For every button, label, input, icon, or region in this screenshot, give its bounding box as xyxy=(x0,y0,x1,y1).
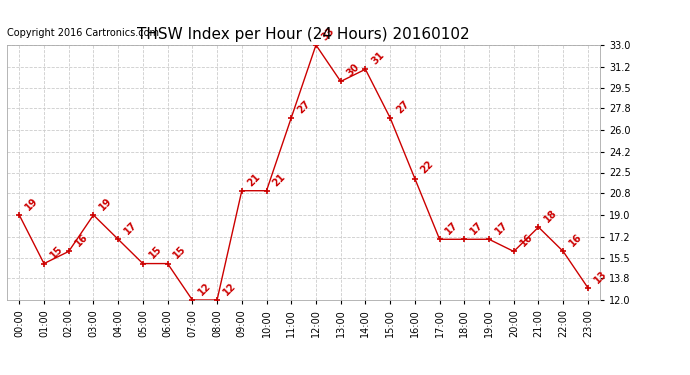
Text: 33: 33 xyxy=(320,26,337,42)
Text: 16: 16 xyxy=(567,232,584,249)
Text: THSW  (°F): THSW (°F) xyxy=(613,24,676,33)
Text: 19: 19 xyxy=(23,196,40,212)
Text: 18: 18 xyxy=(542,208,560,224)
Title: THSW Index per Hour (24 Hours) 20160102: THSW Index per Hour (24 Hours) 20160102 xyxy=(137,27,470,42)
Text: 17: 17 xyxy=(493,220,510,237)
Text: 21: 21 xyxy=(246,171,263,188)
Text: 21: 21 xyxy=(270,171,287,188)
Text: 15: 15 xyxy=(147,244,164,261)
Text: 27: 27 xyxy=(394,99,411,115)
Text: 17: 17 xyxy=(444,220,460,237)
Text: 22: 22 xyxy=(419,159,435,176)
Text: 12: 12 xyxy=(221,280,238,297)
Text: 12: 12 xyxy=(197,280,213,297)
Text: 16: 16 xyxy=(518,232,535,249)
Text: 27: 27 xyxy=(295,99,312,115)
Text: 15: 15 xyxy=(172,244,188,261)
Text: 13: 13 xyxy=(592,268,609,285)
Text: 30: 30 xyxy=(345,62,362,79)
Text: 17: 17 xyxy=(469,220,485,237)
Text: 19: 19 xyxy=(97,196,115,212)
Text: Copyright 2016 Cartronics.com: Copyright 2016 Cartronics.com xyxy=(7,27,159,38)
Text: 31: 31 xyxy=(370,50,386,66)
Text: 15: 15 xyxy=(48,244,65,261)
Text: 17: 17 xyxy=(122,220,139,237)
Text: 16: 16 xyxy=(73,232,90,249)
